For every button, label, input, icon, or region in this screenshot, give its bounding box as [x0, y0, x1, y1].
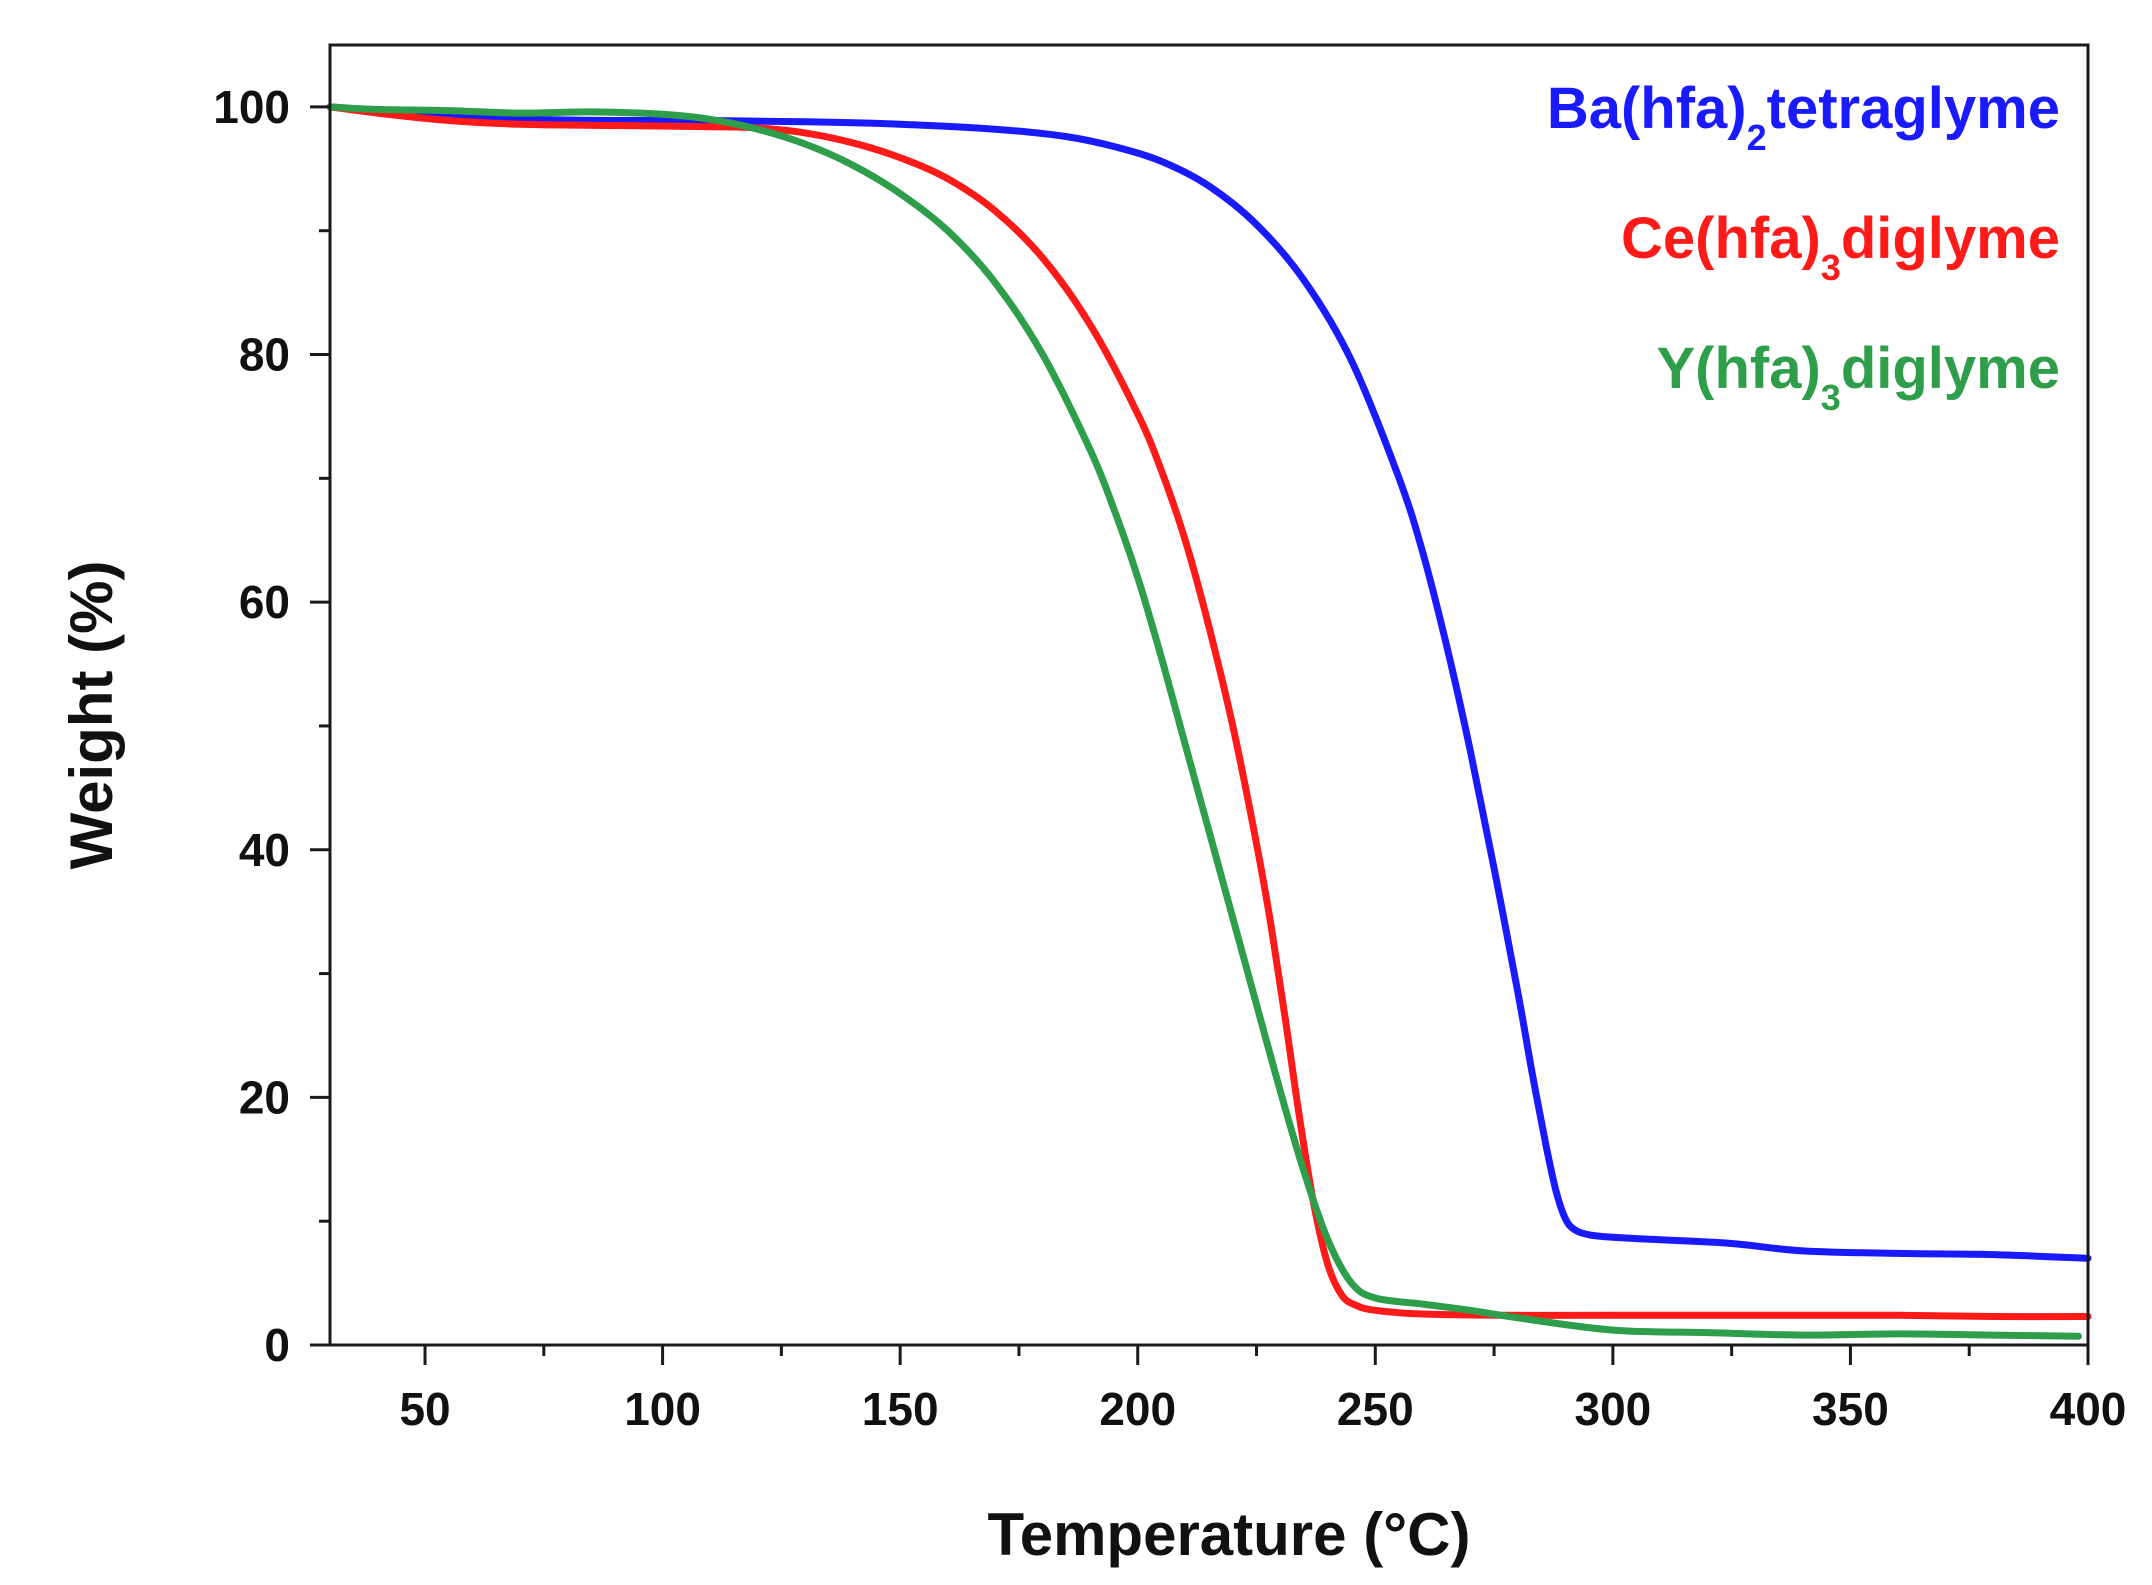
legend-label-subscript: 3 — [1821, 247, 1841, 288]
tick-layer: 50 100 150 200 250 300 350 400 0 20 40 60 80 100 — [213, 81, 2126, 1435]
plot-frame — [328, 43, 2090, 1347]
x-tick-label: 200 — [1099, 1383, 1176, 1435]
legend-entry-1: Ce(hfa)3diglyme — [1621, 206, 2060, 288]
series-line-2 — [326, 103, 2082, 1340]
x-tick-label: 400 — [2050, 1383, 2127, 1435]
legend-entry-0: Ba(hfa)2tetraglyme — [1547, 76, 2060, 158]
legend: Ba(hfa)2tetraglymeCe(hfa)3diglymeY(hfa)3… — [1547, 76, 2060, 418]
legend-entry-2: Y(hfa)3diglyme — [1656, 336, 2060, 418]
x-tick-label: 100 — [624, 1383, 701, 1435]
x-tick-label: 250 — [1337, 1383, 1414, 1435]
series-layer — [326, 103, 2092, 1340]
y-tick-label: 0 — [264, 1319, 290, 1371]
legend-label-main: Ce(hfa) — [1621, 206, 1821, 271]
legend-label-main: Ba(hfa) — [1547, 76, 1747, 141]
y-tick-label: 80 — [239, 329, 290, 381]
x-axis-title: Temperature (°C) — [988, 1501, 1471, 1568]
x-tick-label: 50 — [399, 1383, 450, 1435]
y-tick-label: 100 — [213, 81, 290, 133]
series-line-1 — [326, 103, 2092, 1321]
legend-label-tail: tetraglyme — [1767, 76, 2060, 141]
y-tick-label: 20 — [239, 1071, 290, 1123]
legend-label-subscript: 3 — [1821, 377, 1841, 418]
legend-label-tail: diglyme — [1841, 336, 2060, 401]
y-tick-label: 60 — [239, 576, 290, 628]
legend-label-tail: diglyme — [1841, 206, 2060, 271]
legend-label-subscript: 2 — [1747, 117, 1767, 158]
legend-label-main: Y(hfa) — [1656, 336, 1820, 401]
series-line-0 — [326, 103, 2092, 1262]
x-tick-label: 300 — [1574, 1383, 1651, 1435]
x-tick-label: 350 — [1812, 1383, 1889, 1435]
y-axis-title: Weight (%) — [58, 561, 125, 870]
y-tick-label: 40 — [239, 824, 290, 876]
x-tick-label: 150 — [862, 1383, 939, 1435]
